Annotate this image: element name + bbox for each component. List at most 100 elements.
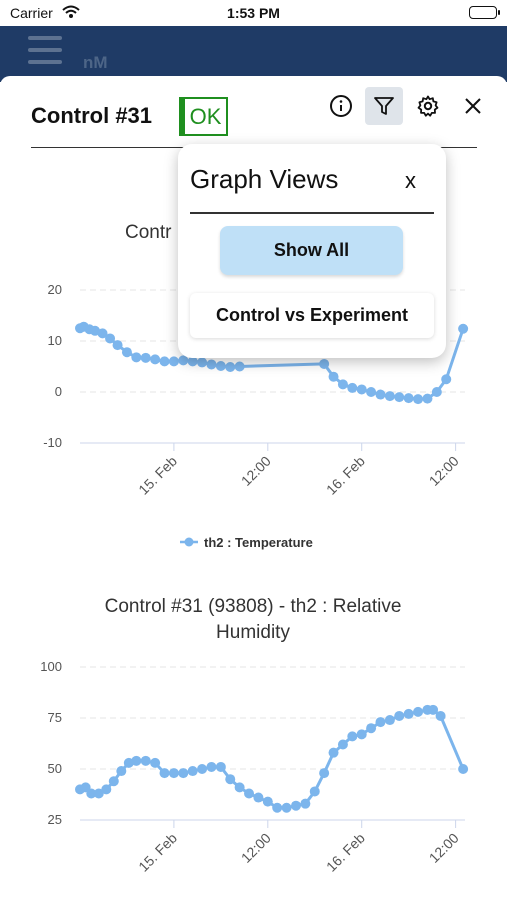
data-point — [168, 356, 179, 367]
data-point — [347, 731, 358, 742]
data-point — [319, 768, 330, 779]
x-tick-label: 15. Feb — [135, 453, 180, 498]
data-point — [225, 362, 236, 373]
data-point — [215, 761, 226, 772]
data-point — [108, 776, 119, 787]
chart-svg: Control #31 (93808) - th2 : Relative Humi… — [40, 596, 469, 875]
data-point — [101, 784, 112, 795]
data-point — [178, 768, 189, 779]
data-point — [347, 382, 358, 393]
data-point — [86, 788, 97, 799]
info-icon — [330, 95, 352, 117]
y-tick-label: -10 — [43, 435, 62, 450]
popup-close-button[interactable]: x — [405, 168, 416, 193]
data-point — [112, 340, 123, 351]
x-tick-label: 12:00 — [238, 830, 274, 866]
card-title: Control #31 — [31, 103, 153, 128]
data-point — [375, 389, 386, 400]
data-point — [422, 393, 433, 404]
data-point — [262, 796, 273, 807]
data-point — [309, 786, 320, 797]
data-point — [281, 802, 292, 813]
y-tick-label: 100 — [40, 659, 62, 674]
x-tick-label: 16. Feb — [323, 453, 368, 498]
data-point — [394, 392, 405, 403]
data-point — [131, 755, 142, 766]
chart-title: Humidity — [216, 622, 290, 643]
data-point — [375, 717, 386, 728]
data-point — [413, 394, 424, 405]
data-point — [435, 710, 446, 721]
data-point — [300, 798, 311, 809]
data-point — [234, 361, 245, 372]
data-point — [319, 358, 330, 369]
popup-title: Graph Views — [190, 164, 339, 194]
data-point — [206, 761, 217, 772]
wifi-icon — [62, 5, 80, 22]
data-point — [225, 774, 236, 785]
data-point — [178, 355, 189, 366]
status-bar: Carrier 1:53 PM — [0, 0, 507, 26]
data-point — [413, 706, 424, 717]
data-point — [431, 387, 442, 397]
x-tick-label: 16. Feb — [323, 830, 368, 875]
graph-views-popup: Graph Views x Show All Control vs Experi… — [178, 144, 446, 358]
data-point — [403, 393, 414, 404]
data-point — [150, 354, 161, 365]
x-tick-label: 15. Feb — [135, 830, 180, 875]
chart-title: Contr — [125, 222, 172, 243]
data-point — [290, 800, 301, 811]
y-tick-label: 10 — [48, 333, 62, 348]
data-point — [215, 360, 226, 371]
carrier-label: Carrier — [10, 5, 53, 21]
data-point — [356, 729, 367, 740]
close-icon — [465, 98, 481, 114]
data-point — [356, 384, 367, 395]
legend-label[interactable]: th2 : Temperature — [204, 535, 313, 550]
data-point — [328, 747, 339, 758]
x-tick-label: 12:00 — [426, 453, 462, 489]
data-point — [458, 764, 469, 774]
popup-divider — [190, 212, 434, 214]
x-tick-label: 12:00 — [238, 453, 274, 489]
filter-button[interactable] — [365, 87, 403, 125]
data-point — [105, 333, 116, 344]
data-point — [116, 766, 127, 777]
y-tick-label: 50 — [48, 761, 62, 776]
data-point — [403, 708, 414, 719]
info-button[interactable] — [322, 87, 360, 125]
data-point — [187, 766, 198, 777]
y-tick-label: 20 — [48, 282, 62, 297]
data-point — [384, 391, 395, 402]
close-button[interactable] — [454, 87, 492, 125]
status-badge: OK — [179, 97, 228, 136]
control-vs-experiment-button[interactable]: Control vs Experiment — [190, 293, 434, 338]
y-tick-label: 25 — [48, 812, 62, 827]
data-point — [234, 782, 245, 793]
y-tick-label: 0 — [55, 384, 62, 399]
data-point — [123, 757, 134, 768]
data-point — [197, 357, 208, 368]
data-point — [244, 788, 255, 799]
filter-icon — [374, 97, 394, 115]
header-title: nM — [83, 53, 108, 72]
data-point — [121, 347, 132, 358]
humidity-chart: Control #31 (93808) - th2 : Relative Humi… — [0, 585, 507, 900]
data-point — [394, 710, 405, 721]
data-point — [206, 359, 217, 370]
legend-marker — [184, 537, 194, 547]
data-point — [328, 371, 339, 382]
gear-icon — [417, 95, 439, 117]
show-all-button[interactable]: Show All — [220, 226, 403, 275]
data-point — [140, 352, 151, 363]
x-tick-label: 12:00 — [426, 830, 462, 866]
data-point — [337, 379, 348, 390]
data-point — [159, 768, 170, 779]
data-point — [366, 387, 377, 397]
data-point — [140, 755, 151, 766]
data-point — [272, 802, 283, 813]
data-point — [366, 723, 377, 734]
settings-button[interactable] — [409, 87, 447, 125]
data-point — [187, 356, 198, 367]
hamburger-icon[interactable] — [28, 36, 62, 64]
